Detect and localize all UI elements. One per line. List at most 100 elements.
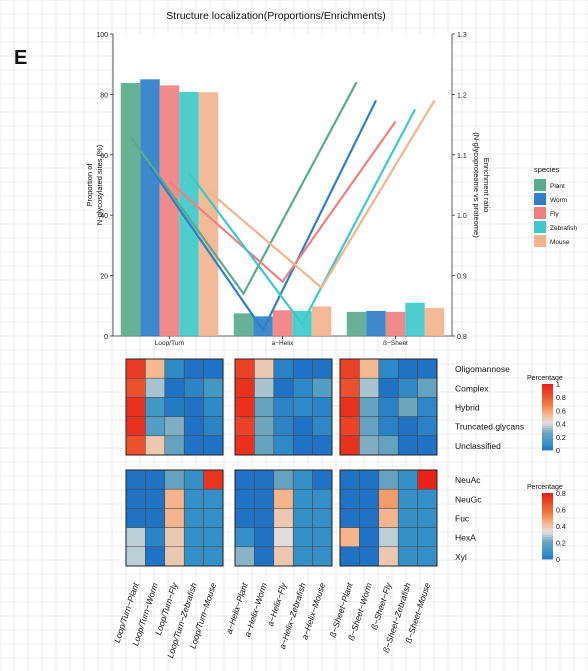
colorbar-segment <box>542 517 553 520</box>
heatmap-cell <box>125 377 146 398</box>
colorbar-segment <box>542 548 553 551</box>
colorbar-segment <box>542 532 553 536</box>
heatmap-cell <box>397 508 418 528</box>
heatmap-cell <box>254 469 275 490</box>
heatmap-cell <box>183 397 204 417</box>
bar-fly <box>272 310 293 336</box>
legend-label: Fly <box>550 211 559 218</box>
heatmap-row-label: Unclassified <box>455 441 501 451</box>
heatmap-cell <box>339 488 360 509</box>
colorbar-segment <box>542 441 553 444</box>
bar-fly <box>385 311 406 336</box>
colorbar-segment <box>542 421 553 424</box>
chart-title: Structure localization(Proportions/Enric… <box>166 10 385 22</box>
heatmap-cell <box>254 397 275 417</box>
heatmap-cell <box>339 435 360 456</box>
heatmap-row-label: Truncated.glycans <box>455 422 524 432</box>
heatmap-cell <box>273 435 294 456</box>
heatmap-cell <box>203 488 224 509</box>
colorbar-segment <box>542 504 553 507</box>
heatmap-cell <box>339 416 360 437</box>
heatmap-cell <box>164 377 185 398</box>
colorbar-segment <box>542 523 553 527</box>
colorbar-segment <box>542 530 553 533</box>
colorbar-segment <box>542 521 553 525</box>
heatmap-cell <box>312 416 333 437</box>
y-tick-label-left: 0 <box>104 334 108 341</box>
bar-chart: 0 20 40 60 80 100 0.8 0.9 1.0 1.1 1.2 1.3 Proportion… <box>85 32 491 347</box>
heatmap-cell <box>339 527 360 548</box>
heatmap-cell <box>164 508 185 528</box>
legend-title: species <box>534 165 560 174</box>
colorbar-segment <box>542 508 553 511</box>
heatmap-cell <box>292 358 313 379</box>
y-axis-title-right-line: Enrichment ratio <box>482 158 491 213</box>
heatmap-cell <box>203 527 224 548</box>
colorbar-segment <box>542 401 553 405</box>
colorbar-segment <box>542 510 553 514</box>
heatmap-cell <box>312 377 333 398</box>
colorbar-segment <box>542 439 553 442</box>
colorbar-segment <box>542 412 553 416</box>
heatmap-block-border <box>339 358 438 456</box>
heatmap-cell <box>254 358 275 379</box>
colorbar-segment <box>542 493 553 496</box>
heatmap-cell <box>378 377 399 398</box>
heatmap-cell <box>292 469 313 490</box>
heatmap-cell <box>234 469 255 490</box>
colorbar-tick-label: 0.6 <box>556 508 566 515</box>
colorbar-tick-label: 0.4 <box>556 422 566 429</box>
colorbar-segment <box>542 445 553 449</box>
heatmap-cell <box>359 435 380 456</box>
enrichment-line-zebrafish <box>188 108 416 326</box>
y-tick-label-left: 100 <box>96 32 108 39</box>
bar-zebrafish <box>179 91 199 336</box>
heatmap-cell <box>145 397 166 417</box>
heatmap-cell <box>378 546 399 567</box>
heatmap-cell <box>164 469 185 490</box>
panel-label: E <box>14 47 27 69</box>
colorbar-segment <box>542 428 553 431</box>
colorbar-tick-label: 0 <box>556 557 560 564</box>
colorbar-segment <box>542 384 553 387</box>
heatmap-cell <box>254 435 275 456</box>
heatmap-cell <box>417 508 438 528</box>
heatmap-cell <box>397 469 418 490</box>
heatmap-cell <box>234 377 255 398</box>
legend-label: Plant <box>550 183 565 190</box>
colorbar-tick-label: 0.8 <box>556 395 566 402</box>
heatmap-cell <box>378 397 399 417</box>
heatmap-cell <box>378 469 399 490</box>
heatmap-cell <box>359 546 380 567</box>
y-tick-label-left: 80 <box>100 92 108 99</box>
heatmap-cell <box>339 508 360 528</box>
heatmap-cell <box>312 546 333 567</box>
heatmap-row-label: HexA <box>455 533 476 543</box>
heatmap-cell <box>183 435 204 456</box>
heatmap-cell <box>203 416 224 437</box>
colorbar-segment <box>542 395 553 398</box>
colorbar-segment <box>542 556 553 560</box>
heatmap-cell <box>417 358 438 379</box>
x-tick-label: Loop/Turn <box>155 340 185 347</box>
y-axis-title-left: Proportion ofN-glycosylated sites (%) <box>85 144 104 225</box>
colorbar-segment <box>542 501 553 505</box>
colorbar-segment <box>542 506 553 509</box>
heatmap-cell <box>125 397 146 417</box>
heatmap-cell <box>397 358 418 379</box>
heatmap-cell <box>125 508 146 528</box>
heatmap-cell <box>378 508 399 528</box>
colorbar-segment <box>542 447 553 451</box>
y-tick-label-right: 1.1 <box>457 153 467 160</box>
heatmap-cell <box>234 397 255 417</box>
colorbar-segment <box>542 495 553 498</box>
heatmap-cell <box>417 377 438 398</box>
colorbar-tick-label: 0.8 <box>556 491 566 498</box>
colorbar-segment <box>542 419 553 422</box>
legend-label: Worm <box>550 197 567 204</box>
heatmap-cell <box>417 397 438 417</box>
heatmap-cell <box>183 527 204 548</box>
colorbar-tick-label: 0.2 <box>556 541 566 548</box>
heatmap-row-label: Fuc <box>455 514 470 524</box>
heatmap-cell <box>183 416 204 437</box>
